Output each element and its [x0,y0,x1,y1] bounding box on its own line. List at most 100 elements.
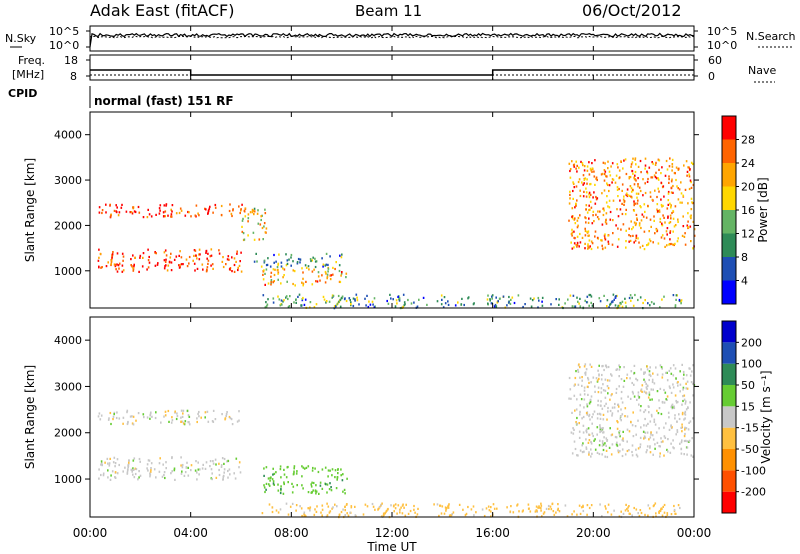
power-cell [390,297,392,300]
velocity-cell [602,431,605,434]
power-cell [105,203,107,206]
velocity-cell [571,411,573,414]
power-cell [641,213,644,216]
velocity-cell [107,418,110,421]
power-cell [635,213,638,216]
velocity-cell [280,487,282,491]
velocity-cell [671,406,674,409]
power-cell [285,264,288,267]
velocity-cell [637,391,640,394]
velocity-cell [598,374,600,377]
power-cell [324,264,327,267]
power-cell [159,209,161,212]
velocity-cell [327,505,330,508]
power-cell [587,230,590,233]
velocity-cell [658,445,660,448]
velocity-cell [321,514,323,517]
power-cell [598,297,601,300]
velocity-cell [132,459,135,462]
power-cell [630,163,633,166]
power-cell [666,244,668,247]
velocity-cell [380,503,382,506]
power-cell [590,206,593,209]
power-cell [638,186,641,189]
power-cell [226,258,229,261]
power-cell [270,280,272,283]
power-cell [241,230,244,233]
power-cell [657,210,659,213]
power-cell [609,302,612,305]
power-cell [147,266,150,269]
power-cell [692,162,694,166]
power-cell [632,172,634,175]
power-cell [595,195,597,199]
power-cell [686,224,689,227]
power-cell [340,274,342,277]
power-cell [688,173,690,176]
power-cell [322,265,324,268]
power-cell [674,305,677,308]
power-colorbar-tick-label-6: 4 [741,275,748,288]
velocity-cell [615,387,618,391]
velocity-cell [300,507,303,510]
velocity-cell [602,448,605,452]
velocity-cell [529,510,532,513]
power-cell [247,220,249,223]
velocity-cell [175,417,178,421]
velocity-cell [663,454,665,457]
velocity-cell [639,436,642,439]
power-cell [632,157,634,160]
velocity-cell [644,371,646,374]
velocity-cell [109,457,111,460]
power-colorbar-tick-label-3: 16 [741,204,755,217]
velocity-cell [632,392,634,395]
velocity-cell [338,513,341,516]
velocity-cell [134,467,137,470]
power-cell [440,294,443,297]
power-cell [646,244,648,247]
velocity-cell [578,504,581,507]
power-cell [588,191,591,194]
velocity-cell [131,470,133,473]
power-cell [597,237,599,240]
power-cell [115,211,118,214]
velocity-cell [689,367,691,370]
power-cell [537,296,540,300]
power-cell [687,212,689,215]
power-cell [188,211,190,214]
velocity-cell [628,505,630,508]
power-cell [577,224,579,227]
velocity-cell [540,509,542,512]
velocity-cell [598,452,601,456]
power-cell [659,306,661,309]
velocity-cell [588,451,590,454]
velocity-cell [227,459,229,462]
velocity-cell [576,513,578,516]
power-cell [657,187,659,190]
velocity-cell [588,453,590,456]
power-cell [262,238,264,241]
velocity-cell [326,502,328,505]
power-cell [629,185,632,188]
power-y-tick-label-0: 4000 [54,129,82,142]
power-cell [331,294,334,297]
power-cell [273,280,275,283]
power-cell [584,247,586,250]
power-cell [496,301,499,304]
velocity-cell [218,473,221,477]
power-cell [404,303,406,306]
power-cell [616,208,618,211]
power-cell [302,282,305,285]
velocity-cell [226,460,228,463]
power-cell [325,263,328,266]
velocity-cell [403,506,405,509]
power-cell [586,169,589,172]
velocity-cell [305,466,308,469]
power-cell [632,234,634,237]
velocity-cell [600,427,603,430]
velocity-cell [187,421,189,424]
power-cell [231,214,233,218]
power-cell [418,298,420,301]
velocity-cell [602,418,605,421]
power-cell [602,161,605,164]
